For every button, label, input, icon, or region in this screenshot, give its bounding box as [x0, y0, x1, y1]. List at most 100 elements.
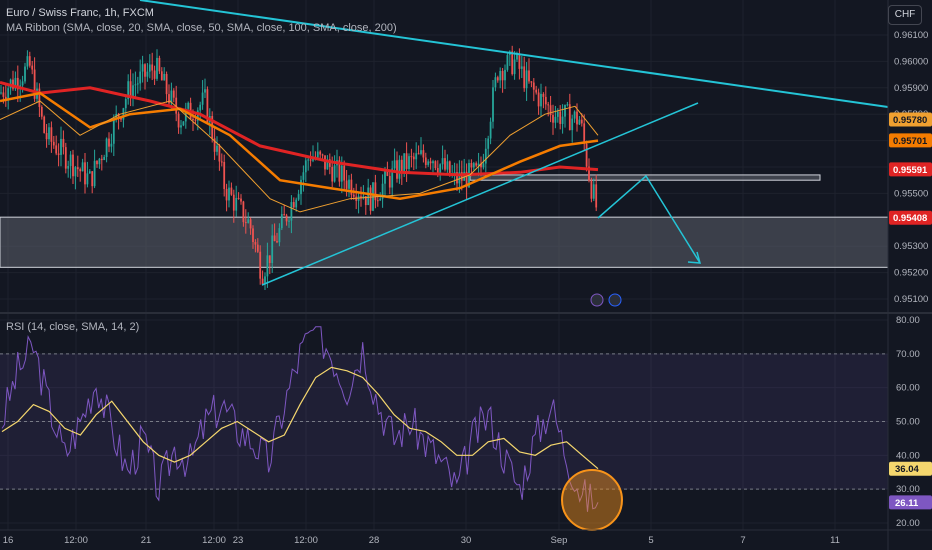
candle-body-161 — [386, 170, 389, 176]
candle-body-194 — [465, 171, 468, 188]
candle-body-129 — [309, 159, 312, 161]
candle-body-45 — [108, 138, 110, 147]
projection-path — [597, 174, 701, 264]
candle-body-240 — [576, 111, 578, 125]
candle-body-78 — [187, 102, 190, 109]
candle-body-122 — [292, 202, 295, 208]
candle-body-60 — [144, 64, 146, 77]
ma100-line — [0, 91, 599, 200]
candle-body-146 — [350, 179, 353, 195]
currency-button[interactable]: CHF — [888, 5, 922, 25]
rsi-tick-1: 70.00 — [896, 349, 920, 360]
candle-body-224 — [537, 92, 540, 107]
candle-body-228 — [547, 104, 550, 106]
ascending-trendline — [261, 102, 699, 286]
candle-body-18 — [43, 116, 46, 133]
price-badge-0 — [889, 112, 932, 127]
candle-body-2 — [4, 96, 7, 100]
candle-body-55 — [132, 85, 134, 98]
candle-body-173 — [415, 153, 418, 160]
candle-body-85 — [204, 89, 206, 93]
candle-body-231 — [554, 116, 557, 123]
symbol-legend[interactable]: Euro / Swiss Franc, 1h, FXCM — [6, 7, 154, 19]
candle-body-69 — [165, 73, 168, 95]
candle-body-115 — [276, 241, 278, 243]
candle-body-242 — [580, 119, 583, 124]
candle-body-71 — [170, 90, 173, 104]
candle-body-43 — [103, 156, 106, 161]
candle-body-41 — [98, 158, 101, 165]
candle-body-80 — [192, 118, 194, 120]
candle-body-172 — [412, 156, 415, 160]
candle-body-49 — [117, 113, 120, 118]
candle-body-21 — [50, 127, 53, 142]
candle-body-218 — [523, 66, 526, 89]
candle-body-185 — [444, 158, 446, 170]
time-tick-0: 16 — [3, 535, 14, 546]
candle-body-56 — [134, 84, 137, 86]
candle-body-222 — [532, 82, 535, 90]
candle-body-226 — [542, 93, 545, 97]
candle-body-25 — [60, 138, 62, 155]
candle-body-58 — [139, 71, 142, 84]
candle-body-139 — [333, 165, 336, 182]
candle-body-13 — [31, 65, 34, 70]
candle-body-134 — [321, 154, 324, 156]
candle-body-192 — [460, 172, 463, 181]
drawings[interactable] — [139, 0, 889, 307]
ma50-line — [0, 100, 599, 213]
candle-body-117 — [280, 214, 283, 229]
candle-body-235 — [564, 104, 566, 117]
candle-body-133 — [319, 151, 322, 155]
candle-body-91 — [218, 145, 221, 162]
candle-body-37 — [88, 171, 91, 174]
candle-body-142 — [340, 165, 343, 182]
rsi-badge-0 — [889, 461, 932, 476]
candle-body-168 — [403, 153, 406, 173]
candle-body-99 — [237, 197, 240, 199]
candle-body-170 — [408, 156, 410, 169]
candle-body-177 — [424, 157, 427, 165]
candle-body-193 — [463, 171, 466, 181]
candle-body-40 — [96, 160, 98, 165]
grid — [0, 0, 932, 530]
candle-body-159 — [381, 183, 384, 199]
candle-body-150 — [360, 196, 362, 199]
candle-body-162 — [388, 175, 391, 188]
candle-body-136 — [326, 159, 329, 170]
ma-ribbon-legend[interactable]: MA Ribbon (SMA, close, 20, SMA, close, 5… — [6, 22, 397, 34]
candle-body-83 — [199, 104, 202, 111]
candle-body-225 — [540, 93, 542, 107]
price-badge-1 — [889, 133, 932, 148]
candle-body-207 — [496, 77, 499, 81]
candle-body-213 — [511, 51, 514, 75]
candle-body-42 — [100, 158, 103, 161]
candle-body-34 — [81, 162, 84, 172]
candle-body-247 — [592, 184, 595, 199]
candle-body-132 — [316, 151, 319, 158]
candle-body-165 — [396, 160, 398, 179]
candle-body-148 — [355, 196, 358, 201]
time-tick-6: 28 — [369, 535, 380, 546]
candle-body-206 — [494, 77, 497, 88]
candle-body-220 — [528, 70, 530, 82]
projection-arrowhead — [687, 251, 702, 264]
candle-body-103 — [247, 219, 250, 223]
candle-body-118 — [283, 214, 286, 216]
rsi-tick-0: 80.00 — [896, 315, 920, 326]
candle-body-35 — [84, 162, 86, 185]
rsi-line — [1, 326, 599, 512]
candle-body-31 — [74, 167, 77, 177]
candle-body-29 — [69, 154, 72, 166]
candle-body-89 — [213, 138, 216, 152]
candle-body-182 — [436, 168, 439, 173]
candle-body-156 — [374, 182, 377, 201]
candle-body-144 — [345, 180, 348, 189]
time-tick-3: 12:00 — [202, 535, 226, 546]
candle-body-52 — [124, 99, 127, 109]
candle-body-47 — [112, 118, 115, 144]
candle-body-50 — [120, 117, 122, 120]
rsi-legend[interactable]: RSI (14, close, SMA, 14, 2) — [6, 321, 140, 333]
candle-body-72 — [172, 90, 175, 98]
